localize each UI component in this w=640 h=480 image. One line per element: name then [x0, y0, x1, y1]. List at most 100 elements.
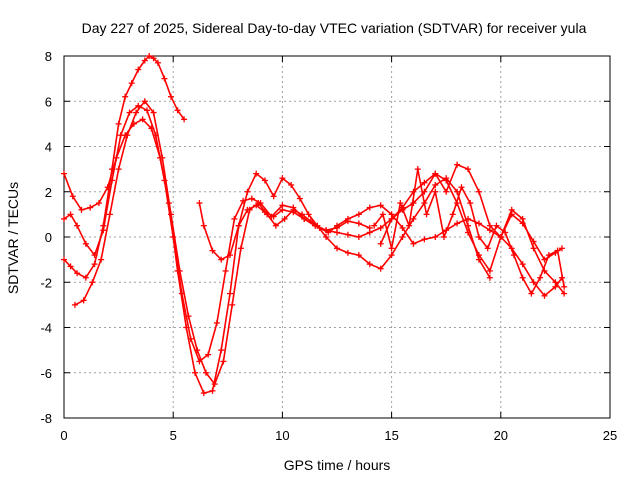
data-point-marker [443, 188, 450, 195]
data-point-marker [423, 211, 430, 218]
data-point-marker [143, 107, 150, 114]
data-point-marker [465, 215, 472, 222]
data-point-marker [388, 215, 395, 222]
data-point-marker [530, 245, 537, 252]
x-tick-label: 25 [603, 428, 617, 443]
data-point-marker [218, 347, 225, 354]
data-point-marker [344, 249, 351, 256]
data-point-marker [279, 175, 286, 182]
series-line [74, 100, 563, 385]
x-tick-label: 10 [275, 428, 289, 443]
data-point-marker [231, 215, 238, 222]
data-point-marker [122, 93, 129, 100]
data-point-marker [312, 222, 319, 229]
data-point-marker [67, 211, 74, 218]
data-point-marker [519, 215, 526, 222]
data-point-marker [432, 181, 439, 188]
data-point-marker [98, 256, 105, 263]
data-point-marker [61, 215, 67, 222]
data-point-marker [237, 245, 244, 252]
data-point-marker [465, 166, 472, 173]
data-point-marker [388, 252, 395, 259]
data-point-marker [211, 381, 218, 388]
data-point-marker [288, 181, 295, 188]
data-point-marker [366, 261, 373, 268]
data-point-marker [334, 222, 340, 229]
data-point-marker [441, 234, 448, 240]
data-point-marker [561, 283, 568, 290]
data-point-marker [69, 193, 76, 200]
data-point-marker [530, 279, 537, 286]
y-tick-label: 8 [45, 49, 52, 64]
data-point-marker [229, 301, 236, 308]
series-line [379, 163, 565, 295]
data-point-marker [528, 290, 535, 297]
data-point-marker [355, 220, 362, 227]
data-point-marker [154, 59, 161, 66]
data-point-marker [146, 53, 153, 59]
data-point-marker [421, 179, 428, 186]
data-point-marker [91, 261, 98, 268]
data-point-marker [226, 252, 233, 259]
data-point-marker [113, 154, 120, 161]
data-point-marker [305, 211, 312, 218]
series-line [198, 172, 563, 272]
data-point-marker [82, 240, 89, 247]
data-point-marker [545, 252, 552, 259]
data-point-marker [467, 200, 474, 207]
data-point-marker [115, 120, 122, 127]
data-point-marker [397, 200, 404, 207]
series-track-2 [61, 102, 373, 365]
data-point-marker [465, 229, 472, 236]
series-track-5 [196, 170, 565, 274]
data-point-marker [421, 236, 428, 243]
data-point-marker [159, 154, 166, 161]
data-point-marker [124, 132, 131, 139]
data-point-marker [377, 224, 384, 231]
data-point-marker [355, 234, 362, 240]
data-point-marker [181, 116, 188, 123]
data-point-marker [80, 297, 87, 304]
data-point-marker [226, 290, 233, 297]
data-point-marker [192, 369, 199, 376]
data-point-marker [484, 245, 491, 252]
data-point-marker [323, 234, 330, 240]
data-point-marker [168, 93, 175, 100]
data-point-marker [541, 292, 548, 299]
data-point-marker [497, 234, 504, 240]
data-point-marker [371, 222, 378, 229]
data-point-marker [475, 252, 482, 259]
y-tick-label: -8 [40, 411, 52, 426]
data-point-marker [176, 267, 183, 274]
data-point-marker [196, 200, 203, 207]
x-axis-label: GPS time / hours [284, 457, 391, 473]
data-point-marker [279, 206, 286, 213]
data-point-marker [502, 229, 509, 236]
data-point-marker [82, 274, 89, 281]
data-point-marker [161, 75, 168, 82]
data-point-marker [377, 202, 384, 209]
data-point-marker [213, 319, 220, 326]
data-point-marker [194, 347, 201, 354]
data-point-marker [443, 177, 450, 184]
x-tick-label: 20 [494, 428, 508, 443]
data-point-marker [458, 184, 465, 191]
data-point-marker [270, 193, 277, 200]
data-point-marker [366, 229, 373, 236]
data-point-marker [209, 387, 216, 394]
data-point-marker [115, 166, 122, 173]
y-tick-label: 6 [45, 94, 52, 109]
data-point-marker [406, 222, 413, 229]
data-point-marker [106, 211, 113, 218]
data-point-marker [141, 57, 148, 64]
series-track-4 [71, 98, 565, 388]
data-point-marker [104, 184, 111, 191]
data-point-marker [323, 227, 330, 234]
data-point-marker [253, 170, 260, 177]
data-point-marker [174, 107, 181, 114]
data-point-marker [71, 301, 78, 308]
data-point-marker [561, 290, 568, 297]
data-point-marker [355, 211, 362, 218]
data-point-marker [244, 206, 251, 213]
data-point-marker [218, 256, 225, 263]
